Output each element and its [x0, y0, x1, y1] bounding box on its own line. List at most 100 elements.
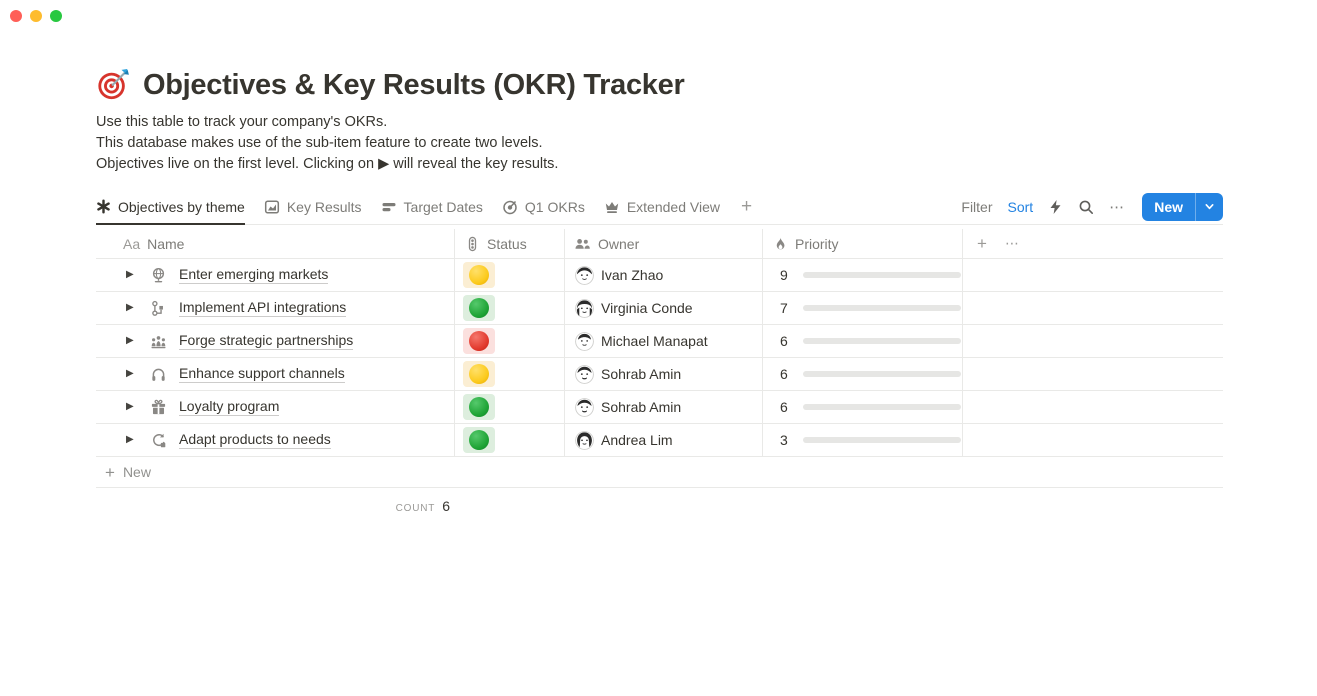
expand-toggle-icon[interactable]: ▶ [126, 368, 134, 379]
priority-bar [803, 305, 961, 311]
owner-cell[interactable]: Andrea Lim [565, 424, 763, 456]
flame-icon [773, 236, 788, 252]
owner-cell[interactable]: Michael Manapat [565, 325, 763, 357]
tab-objectives-by-theme[interactable]: Objectives by theme [96, 189, 245, 225]
chevron-down-icon [1205, 204, 1214, 210]
description-line: This database makes use of the sub-item … [96, 135, 543, 151]
status-dot [469, 298, 489, 318]
timeline-view-icon [381, 199, 397, 215]
row-title-link[interactable]: Enhance support channels [179, 365, 345, 383]
status-traffic-icon [465, 236, 480, 252]
count-calculation[interactable]: COUNT 6 [96, 498, 450, 514]
status-badge [463, 427, 495, 453]
status-badge [463, 394, 495, 420]
expand-toggle-icon[interactable]: ▶ [126, 401, 134, 412]
close-window-button[interactable] [10, 10, 22, 22]
column-label: Status [487, 235, 527, 252]
priority-value: 3 [780, 432, 788, 448]
people-icon [574, 236, 591, 252]
column-header-owner[interactable]: Owner [565, 229, 763, 258]
priority-bar [803, 437, 961, 443]
priority-cell[interactable]: 3 [763, 424, 963, 456]
filter-button[interactable]: Filter [961, 198, 993, 215]
tab-q1-okrs[interactable]: Q1 OKRs [502, 189, 585, 224]
zoom-window-button[interactable] [50, 10, 62, 22]
name-cell[interactable]: ▶ Adapt products to needs [96, 424, 455, 456]
name-cell[interactable]: ▶ Enhance support channels [96, 358, 455, 390]
avatar [575, 331, 594, 351]
status-badge [463, 262, 495, 288]
status-cell[interactable] [455, 292, 565, 324]
status-cell[interactable] [455, 259, 565, 291]
more-options-icon[interactable]: ⋯ [1109, 198, 1126, 216]
empty-cell [963, 292, 1223, 324]
new-button-label[interactable]: New [1154, 198, 1183, 215]
row-title-link[interactable]: Adapt products to needs [179, 431, 331, 449]
expand-toggle-icon[interactable]: ▶ [126, 335, 134, 346]
new-row-label: New [122, 464, 151, 480]
new-row-button[interactable]: + New [96, 457, 1223, 488]
page-title: Objectives & Key Results (OKR) Tracker [143, 68, 685, 101]
column-header-priority[interactable]: Priority [763, 229, 963, 258]
status-cell[interactable] [455, 391, 565, 423]
column-header-status[interactable]: Status [455, 229, 565, 258]
priority-cell[interactable]: 6 [763, 358, 963, 390]
status-cell[interactable] [455, 358, 565, 390]
search-icon[interactable] [1078, 199, 1094, 215]
tab-label: Q1 OKRs [524, 198, 585, 215]
lightning-icon[interactable] [1048, 199, 1063, 215]
owner-cell[interactable]: Sohrab Amin [565, 358, 763, 390]
target-view-icon [502, 199, 518, 215]
workflow-icon [150, 300, 167, 317]
add-column-button[interactable]: + [977, 233, 987, 253]
avatar [575, 397, 594, 417]
status-cell[interactable] [455, 424, 565, 456]
avatar [575, 265, 594, 285]
priority-bar [803, 272, 961, 278]
priority-cell[interactable]: 9 [763, 259, 963, 291]
new-button-dropdown[interactable] [1195, 192, 1223, 221]
table-more-icon[interactable]: ⋯ [1004, 235, 1019, 251]
row-title-link[interactable]: Forge strategic partnerships [179, 332, 354, 350]
tab-extended-view[interactable]: Extended View [604, 189, 720, 224]
tab-key-results[interactable]: Key Results [264, 189, 362, 224]
owner-cell[interactable]: Sohrab Amin [565, 391, 763, 423]
view-toolbar: Objectives by theme Key Results [96, 189, 1223, 225]
empty-cell [963, 259, 1223, 291]
count-label: COUNT [395, 503, 436, 514]
priority-value: 7 [780, 300, 788, 316]
owner-name: Sohrab Amin [601, 366, 682, 382]
status-cell[interactable] [455, 325, 565, 357]
status-badge [463, 328, 495, 354]
priority-cell[interactable]: 7 [763, 292, 963, 324]
tab-target-dates[interactable]: Target Dates [381, 189, 483, 224]
name-cell[interactable]: ▶ Forge strategic partnerships [96, 325, 455, 357]
add-view-button[interactable]: + [740, 195, 753, 217]
expand-toggle-icon[interactable]: ▶ [126, 269, 134, 280]
status-dot [469, 265, 489, 285]
count-value: 6 [442, 498, 450, 514]
expand-toggle-icon[interactable]: ▶ [126, 434, 134, 445]
row-title-link[interactable]: Enter emerging markets [179, 266, 329, 284]
description-line: Objectives live on the first level. Clic… [96, 156, 559, 172]
new-button[interactable]: New [1142, 192, 1223, 221]
table-row: ▶ Adapt products to needs [96, 424, 1223, 457]
sort-button[interactable]: Sort [1007, 198, 1034, 215]
expand-toggle-icon[interactable]: ▶ [126, 302, 134, 313]
status-dot [469, 397, 489, 417]
priority-cell[interactable]: 6 [763, 391, 963, 423]
name-cell[interactable]: ▶ Implement API integrations [96, 292, 455, 324]
priority-cell[interactable]: 6 [763, 325, 963, 357]
table-row: ▶ Enhance support channels [96, 358, 1223, 391]
owner-cell[interactable]: Virginia Conde [565, 292, 763, 324]
chart-view-icon [264, 199, 280, 215]
window-controls [10, 10, 62, 22]
name-cell[interactable]: ▶ Loyalty program [96, 391, 455, 423]
column-header-name[interactable]: Aa Name [96, 229, 455, 258]
row-title-link[interactable]: Implement API integrations [179, 299, 347, 317]
name-cell[interactable]: ▶ Enter emerging markets [96, 259, 455, 291]
column-label: Owner [598, 235, 640, 252]
owner-cell[interactable]: Ivan Zhao [565, 259, 763, 291]
minimize-window-button[interactable] [30, 10, 42, 22]
row-title-link[interactable]: Loyalty program [179, 398, 280, 416]
